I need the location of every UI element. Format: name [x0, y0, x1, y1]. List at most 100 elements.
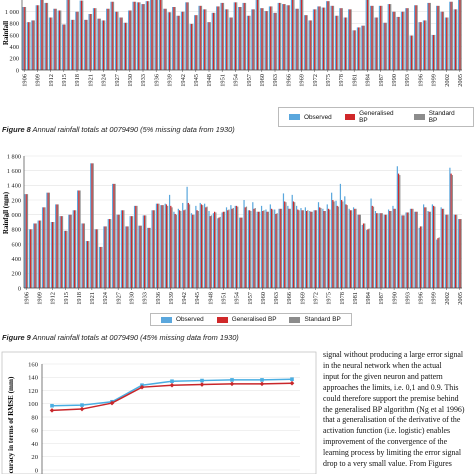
generalised-bp-bar	[446, 214, 448, 288]
standard-bp-bar	[108, 8, 110, 70]
legend-label-standard: Standard BP	[428, 110, 455, 124]
observed-bar	[66, 0, 68, 70]
generalised-bp-bar	[143, 215, 146, 288]
standard-bp-bar	[377, 213, 379, 288]
standard-bp-bar	[328, 1, 330, 71]
standard-bp-bar	[394, 11, 396, 70]
rmse-point	[80, 403, 84, 407]
generalised-bp-bar	[402, 215, 404, 288]
y-tick-label: 160	[28, 361, 39, 368]
observed-bar	[79, 0, 81, 70]
observed-bar	[335, 200, 337, 288]
generalised-bp-bar	[235, 205, 238, 288]
observed-bar	[366, 230, 368, 288]
observed-bar	[189, 23, 191, 71]
observed-bar	[168, 194, 171, 288]
observed-bar	[317, 6, 319, 70]
x-tick-label: 1912	[48, 74, 55, 87]
observed-bar	[212, 213, 214, 288]
generalised-bp-bar	[192, 214, 194, 288]
standard-bp-bar	[152, 0, 154, 70]
observed-bar	[273, 12, 275, 71]
y-tick-label: 200	[12, 271, 21, 278]
generalised-bp-bar	[314, 210, 316, 288]
observed-bar	[264, 11, 266, 71]
observed-bar	[299, 0, 301, 70]
observed-bar	[252, 202, 254, 288]
observed-bar	[348, 9, 350, 71]
observed-bar	[414, 211, 416, 288]
rmse-line-chart: 0 20 40 60 80 100 120 140 160 curacy in terms of…	[1, 351, 317, 474]
observed-bar	[125, 226, 127, 288]
generalised-bp-bar	[30, 229, 32, 288]
x-tick-label: 1927	[115, 291, 122, 305]
observed-bar	[90, 163, 92, 288]
generalised-bp-bar	[146, 1, 149, 71]
standard-bp-bar	[310, 20, 313, 71]
standard-bp-bar	[421, 226, 423, 288]
observed-bar	[238, 7, 240, 70]
generalised-bp-bar	[122, 210, 124, 288]
generalised-bp-bar	[397, 173, 400, 288]
observed-bar	[427, 2, 429, 71]
body-text-line: drop to a very small value. From Figures	[323, 459, 452, 469]
generalised-bp-bar	[397, 16, 399, 71]
standard-bp-bar	[390, 211, 392, 288]
standard-bp-bar	[447, 214, 449, 288]
observed-bar	[255, 0, 257, 70]
observed-bar	[453, 9, 455, 71]
standard-bp-bar	[297, 8, 299, 70]
generalised-bp-bar	[85, 19, 87, 70]
observed-bar	[339, 8, 341, 70]
standard-bp-bar	[26, 194, 29, 288]
standard-bp-bar	[44, 207, 46, 288]
standard-bp-bar	[245, 206, 248, 288]
x-tick-label: 1951	[219, 74, 226, 87]
observed-bar	[251, 9, 253, 71]
observed-bar	[48, 17, 51, 70]
observed-bar	[158, 0, 161, 70]
standard-bp-bar	[202, 205, 204, 288]
generalised-bp-bar	[209, 216, 211, 288]
generalised-bp-bar	[173, 7, 175, 70]
generalised-bp-bar	[310, 211, 312, 288]
standard-bp-bar	[148, 1, 150, 71]
standard-bp-bar	[66, 230, 68, 288]
observed-bar	[85, 241, 87, 288]
standard-bp-bar	[416, 5, 418, 70]
observed-bar	[160, 205, 162, 288]
generalised-bp-bar	[279, 208, 281, 288]
y-tick-label: 800	[12, 227, 21, 234]
generalised-bp-bar	[446, 17, 448, 70]
x-tick-label: 1918	[76, 292, 83, 305]
standard-bp-bar	[302, 0, 304, 70]
figure-8-number: Figure 8	[2, 125, 31, 134]
standard-bp-bar	[188, 204, 191, 288]
standard-bp-bar	[429, 211, 432, 288]
standard-bp-bar	[110, 219, 112, 288]
x-tick-label: 1945	[194, 292, 201, 305]
standard-bp-bar	[346, 205, 348, 288]
observed-bar	[304, 207, 306, 288]
y-tick-label: 60	[31, 428, 38, 435]
observed-bar	[418, 227, 420, 288]
standard-bp-bar	[184, 209, 186, 288]
standard-bp-bar	[394, 208, 397, 288]
generalised-bp-bar	[393, 11, 395, 70]
generalised-bp-bar	[73, 210, 76, 288]
generalised-bp-bar	[327, 208, 330, 288]
rmse-point	[289, 380, 295, 386]
standard-bp-bar	[456, 9, 458, 71]
legend-item-observed: Observed	[161, 316, 204, 323]
observed-bar	[182, 202, 184, 288]
x-tick-label: 1948	[206, 74, 213, 87]
standard-bp-bar	[451, 1, 453, 70]
standard-bp-bar	[271, 6, 273, 70]
generalised-bp-bar	[208, 22, 210, 71]
observed-bar	[265, 209, 267, 288]
generalised-bp-bar	[450, 1, 452, 70]
generalised-bp-bar	[63, 24, 65, 70]
standard-bp-bar	[285, 202, 287, 288]
generalised-bp-bar	[256, 0, 259, 70]
generalised-bp-bar	[78, 190, 80, 288]
